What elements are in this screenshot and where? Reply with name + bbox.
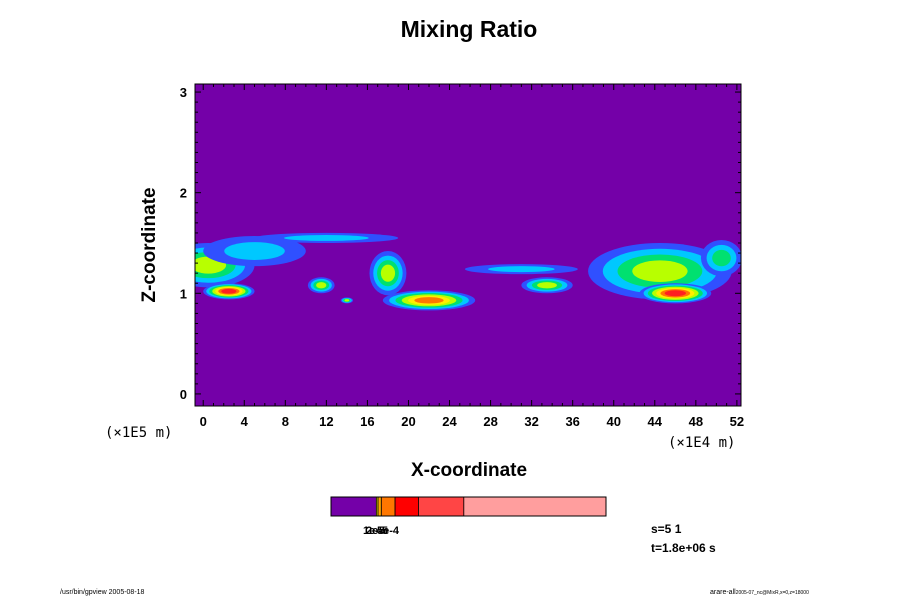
x-tick-label-28: 28 [483, 414, 497, 429]
y-axis-multiplier: (×1E5 m) [105, 425, 173, 441]
cloud-contour-11-6 [664, 290, 686, 297]
cloud-contour-7-3 [344, 299, 350, 302]
footer-right-main: arare-all [710, 589, 736, 596]
x-tick-label-4: 4 [241, 414, 249, 429]
colorbar-segment-0 [330, 496, 377, 517]
cloud-contour-6-5 [414, 297, 444, 304]
footer-right-sub: 2005-07_nc@MixR,x=0,z=18000 [735, 590, 809, 596]
cloud-contour-5-3 [380, 264, 396, 282]
x-tick-label-48: 48 [689, 414, 703, 429]
y-tick-label-0: 0 [180, 387, 187, 402]
x-tick-label-44: 44 [648, 414, 663, 429]
colorbar-segment-3 [380, 496, 396, 517]
x-axis-multiplier: (×1E4 m) [668, 435, 736, 451]
x-tick-label-8: 8 [282, 414, 289, 429]
cloud-contour-1-6 [221, 288, 237, 294]
x-tick-label-52: 52 [730, 414, 744, 429]
colorbar-segment-5 [418, 496, 465, 517]
cloud-contour-10-3 [632, 260, 688, 283]
footer-left: /usr/bin/gpview 2005-08-18 [60, 589, 145, 596]
x-tick-label-20: 20 [401, 414, 415, 429]
x-tick-label-36: 36 [565, 414, 579, 429]
plot-frame [194, 83, 742, 407]
colorbar-label-1: 2e-5 [366, 525, 388, 537]
x-tick-label-40: 40 [607, 414, 621, 429]
x-tick-label-16: 16 [360, 414, 374, 429]
y-tick-label-3: 3 [180, 85, 187, 100]
x-tick-label-24: 24 [442, 414, 457, 429]
cloud-contour-3-1 [283, 234, 369, 241]
colorbar-label-2: 5e-4 [377, 525, 400, 537]
colorbar-frame [330, 496, 607, 517]
x-tick-label-32: 32 [524, 414, 538, 429]
colorbar-segment-6 [463, 496, 607, 517]
y-tick-label-2: 2 [180, 186, 187, 201]
y-tick-label-1: 1 [180, 286, 187, 301]
cloud-layer [195, 232, 741, 311]
footer-right: arare-all2005-07_nc@MixR,x=0,z=18000 [710, 589, 809, 596]
x-tick-label-12: 12 [319, 414, 333, 429]
stat-t: t=1.8e+06 s [651, 541, 716, 555]
colorbar-segment-4 [394, 496, 419, 517]
colorbar-label-0: 1e-5 [363, 525, 385, 537]
cloud-contour-4-3 [316, 282, 327, 289]
cloud-contour-12-2 [712, 249, 731, 267]
chart-title: Mixing Ratio [400, 16, 538, 42]
cloud-contour-9-3 [537, 282, 557, 289]
colorbar-segment-2 [377, 496, 382, 517]
x-tick-label-0: 0 [200, 414, 207, 429]
x-axis-label: X-coordinate [410, 460, 528, 481]
stat-s: s=5 1 [651, 522, 682, 536]
cloud-contour-8-1 [488, 266, 555, 273]
cloud-contour-2-1 [224, 242, 285, 260]
